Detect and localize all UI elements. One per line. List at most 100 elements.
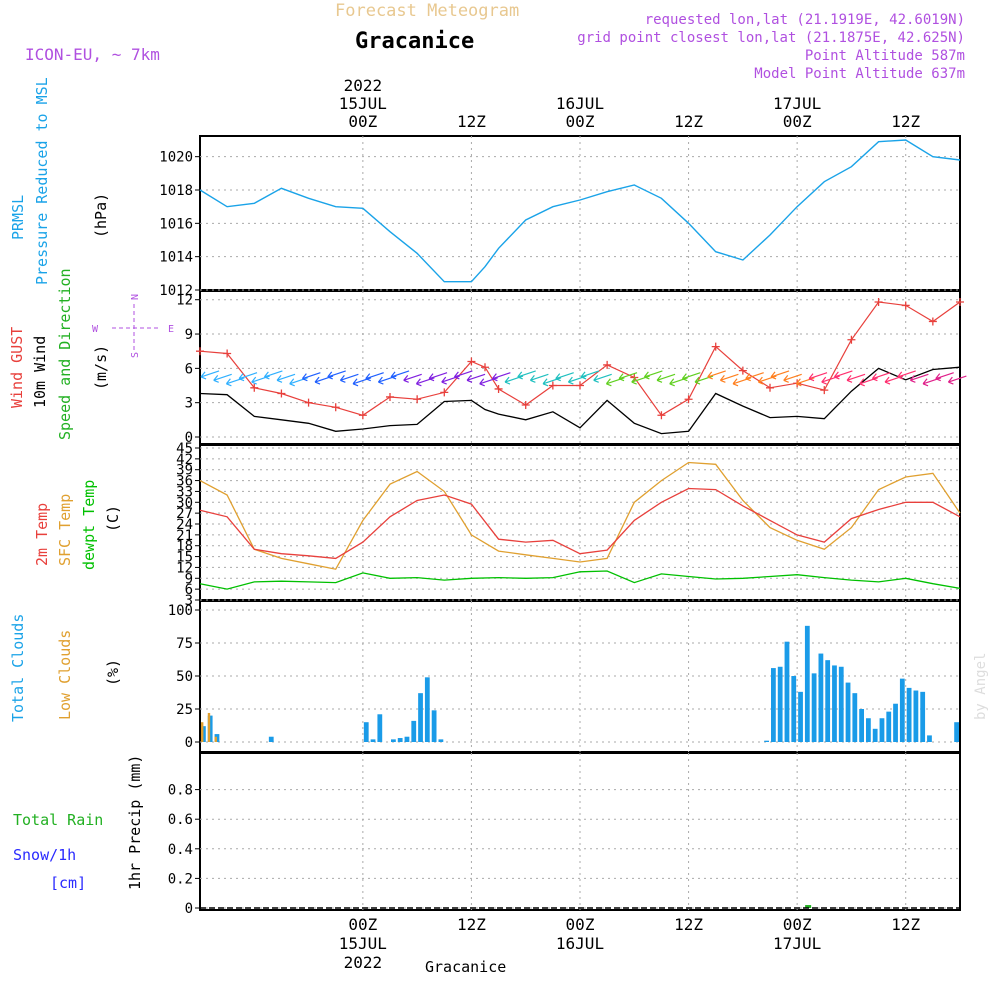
total-cloud-bar (832, 665, 837, 742)
wind-gust-marker (766, 383, 774, 392)
grid-point-coords: grid point closest lon,lat (21.1875E, 42… (577, 30, 965, 46)
wind-direction-arrow (808, 372, 828, 382)
wind-gust-marker (481, 363, 489, 372)
total-cloud-bar (859, 709, 864, 742)
temperature-ytick-label: 39 (176, 463, 193, 479)
total-cloud-bar (798, 691, 803, 742)
wind-compass: W E N S (92, 294, 174, 358)
total-cloud-bar (404, 736, 410, 742)
total-cloud-bar (431, 710, 437, 742)
t2m-label: 2m Temp (33, 503, 51, 566)
time-label-bottom: 2022 (344, 953, 383, 972)
sfc-temp-label: SFC Temp (56, 494, 74, 566)
pressure-ytick-label: 1020 (159, 150, 193, 166)
wind-gust-marker (576, 381, 584, 390)
temperature-ytick-label: 30 (176, 495, 193, 511)
time-label-top: 00Z (783, 112, 812, 131)
wind-direction-arrow (745, 372, 764, 382)
wind-direction-arrow (390, 370, 410, 380)
time-label-top: 12Z (674, 112, 703, 131)
time-label-bottom: 17JUL (773, 934, 821, 953)
total-cloud-bar (899, 678, 905, 742)
wind-gust-marker (738, 366, 747, 375)
wind-direction-arrow (327, 370, 346, 380)
wind-gust-marker (928, 317, 937, 326)
dewpoint-label: dewpt Temp (80, 480, 98, 570)
time-label-bottom: 15JUL (339, 934, 387, 953)
clouds-ytick-label: 100 (168, 603, 193, 619)
wind-gust-marker (196, 347, 204, 356)
wind-direction-arrow (694, 375, 714, 385)
temperature-ytick-label: 15 (176, 550, 193, 566)
wind-direction-arrow (276, 373, 296, 383)
wind-ytick-label: 6 (185, 361, 193, 377)
pressure-label-prmsl: PRMSL (9, 195, 27, 240)
wind-direction-arrow (947, 375, 967, 385)
rain-bar (805, 905, 812, 908)
wind-gust-marker (684, 395, 693, 404)
sfc-temp-line (199, 461, 961, 570)
wind-direction-arrow (618, 372, 638, 382)
wind-gust-label: Wind GUST (8, 327, 26, 408)
wind-direction-arrow (909, 373, 929, 383)
temp-unit: (C) (104, 505, 122, 532)
wind-gust-marker (657, 411, 666, 420)
model-altitude: Model Point Altitude 637m (754, 66, 965, 82)
total-cloud-bar (207, 715, 213, 742)
wind-direction-arrow (593, 373, 612, 383)
location-title: Gracanice (355, 29, 474, 54)
wind-direction-arrow (859, 377, 878, 387)
wind-direction-label: Speed and Direction (56, 268, 74, 440)
total-cloud-bar (913, 690, 919, 742)
pressure-ytick-label: 1014 (159, 250, 193, 266)
point-altitude: Point Altitude 587m (805, 48, 965, 64)
pressure-frame (199, 135, 961, 291)
wind-10m-label: 10m Wind (31, 336, 49, 408)
total-cloud-bar (268, 736, 274, 742)
wind-direction-arrow (669, 377, 688, 387)
plot-layer: 1012101410161018102003691236912151821242… (159, 76, 967, 972)
time-label-top: 17JUL (773, 94, 821, 113)
wind-direction-arrow (339, 373, 359, 383)
low-cloud-bar (207, 712, 211, 742)
wind-gust-marker (494, 384, 503, 393)
wind-direction-arrow (415, 377, 435, 387)
total-cloud-bar (886, 711, 892, 742)
total-cloud-bar (866, 718, 871, 742)
total-cloud-bar (363, 722, 369, 742)
wind-direction-arrow (251, 375, 270, 385)
wind-direction-arrow (871, 372, 891, 382)
dewpoint-line (199, 570, 961, 590)
total-cloud-bar (811, 673, 817, 742)
time-label-bottom: 00Z (348, 915, 377, 934)
wind-direction-arrow (656, 373, 676, 383)
wind-gust-marker (277, 389, 286, 398)
temperature-ytick-label: 3 (185, 593, 193, 609)
wind-direction-arrow (200, 370, 220, 380)
wind-gust-marker (820, 386, 829, 395)
low-clouds-label: Low Clouds (56, 630, 74, 720)
time-label-bottom: 00Z (783, 915, 812, 934)
precipitation-ytick-label: 0.2 (168, 871, 193, 887)
wind-direction-arrow (213, 373, 232, 383)
total-cloud-bar (954, 722, 959, 742)
wind-gust-line (199, 301, 961, 417)
wind-direction-arrow (897, 370, 916, 380)
low-cloud-bar (201, 722, 204, 742)
temperature-ytick-label: 27 (176, 506, 193, 522)
wind-direction-arrow (352, 377, 372, 387)
temperature-ytick-label: 12 (176, 560, 193, 576)
wind-gust-marker (223, 349, 232, 358)
wind-direction-arrow (935, 372, 954, 382)
temperature-ytick-label: 42 (176, 452, 193, 468)
wind-frame (199, 290, 961, 445)
total-cloud-bar (838, 666, 844, 742)
time-label-bottom: 00Z (566, 915, 595, 934)
wind-direction-arrow (225, 377, 245, 387)
total-cloud-bar (391, 739, 396, 742)
wind-direction-arrow (757, 375, 777, 385)
total-cloud-bar (764, 740, 769, 742)
time-label-top: 12Z (891, 112, 920, 131)
time-label-top: 00Z (348, 112, 377, 131)
